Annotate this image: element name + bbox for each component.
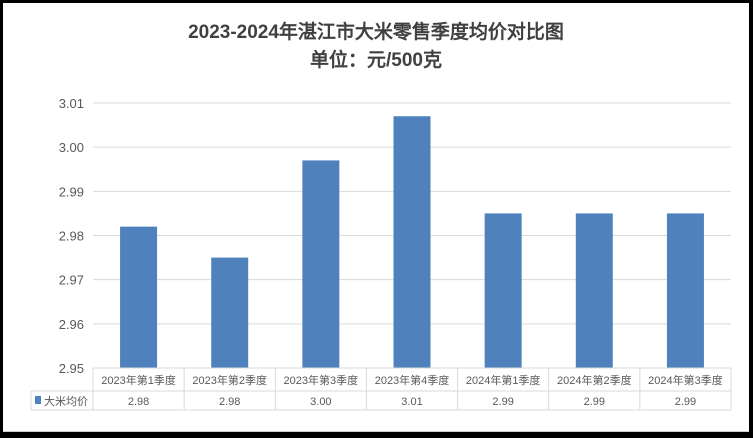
x-category-label: 2023年第2季度 bbox=[192, 373, 267, 387]
data-label: 2.98 bbox=[219, 396, 240, 408]
bar bbox=[393, 116, 431, 368]
bar bbox=[575, 213, 613, 368]
chart-subtitle: 单位：元/500克 bbox=[310, 48, 442, 71]
chart-title: 2023-2024年湛江市大米零售季度均价对比图 bbox=[188, 20, 564, 43]
x-category-label: 2023年第1季度 bbox=[101, 373, 176, 387]
x-category-label: 2023年第4季度 bbox=[375, 373, 450, 387]
x-category-label: 2024年第3季度 bbox=[648, 373, 723, 387]
y-tick-label: 2.98 bbox=[59, 229, 84, 244]
y-tick-label: 3.01 bbox=[59, 96, 84, 111]
x-category-label: 2024年第2季度 bbox=[557, 373, 632, 387]
data-label: 2.99 bbox=[584, 396, 605, 408]
data-label: 2.99 bbox=[492, 396, 513, 408]
x-category-label: 2024年第1季度 bbox=[466, 373, 541, 387]
y-tick-label: 2.99 bbox=[59, 184, 84, 199]
bar bbox=[302, 160, 340, 368]
data-label: 3.00 bbox=[310, 396, 331, 408]
legend-swatch bbox=[35, 396, 41, 404]
bar bbox=[120, 226, 158, 368]
y-tick-label: 2.95 bbox=[59, 361, 84, 376]
data-label: 2.99 bbox=[675, 396, 696, 408]
legend-series-name: 大米均价 bbox=[44, 394, 88, 408]
bar bbox=[211, 257, 249, 368]
y-tick-label: 2.97 bbox=[59, 273, 84, 288]
x-category-label: 2023年第3季度 bbox=[284, 373, 359, 387]
bar bbox=[666, 213, 704, 368]
y-tick-label: 3.00 bbox=[59, 140, 84, 155]
data-label: 3.01 bbox=[401, 396, 422, 408]
y-tick-label: 2.96 bbox=[59, 317, 84, 332]
bar bbox=[484, 213, 522, 368]
data-label: 2.98 bbox=[128, 396, 149, 408]
